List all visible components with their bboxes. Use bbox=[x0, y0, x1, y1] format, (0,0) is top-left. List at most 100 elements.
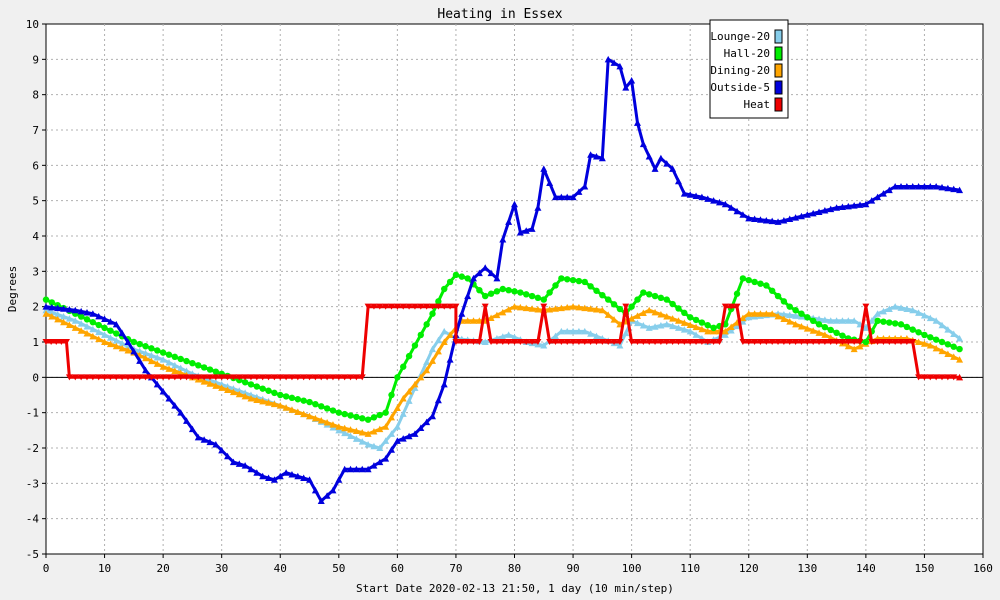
data-point bbox=[62, 339, 70, 345]
data-point bbox=[792, 320, 800, 328]
data-point bbox=[241, 392, 249, 400]
data-point bbox=[797, 212, 805, 220]
data-point bbox=[674, 339, 682, 345]
data-point bbox=[153, 374, 161, 381]
data-point bbox=[440, 338, 448, 345]
data-point bbox=[745, 313, 753, 321]
data-point bbox=[610, 301, 618, 308]
data-point bbox=[347, 374, 355, 381]
data-point bbox=[727, 303, 735, 310]
data-point bbox=[915, 338, 923, 345]
data-point bbox=[95, 328, 103, 336]
data-point bbox=[704, 327, 712, 335]
data-point bbox=[522, 227, 530, 234]
data-point bbox=[721, 303, 729, 310]
data-point bbox=[229, 388, 237, 396]
data-point bbox=[470, 317, 478, 324]
data-point bbox=[645, 306, 653, 314]
data-point bbox=[838, 203, 846, 211]
x-tick-label: 80 bbox=[508, 562, 521, 575]
data-point bbox=[42, 296, 50, 303]
data-point bbox=[587, 330, 595, 337]
x-tick-label: 60 bbox=[391, 562, 404, 575]
data-point bbox=[147, 351, 155, 359]
data-point bbox=[294, 472, 302, 480]
data-point bbox=[885, 305, 893, 313]
data-point bbox=[897, 321, 905, 328]
data-point bbox=[417, 373, 425, 381]
data-point bbox=[575, 339, 583, 345]
data-point bbox=[675, 305, 682, 312]
x-tick-label: 20 bbox=[157, 562, 170, 575]
data-point bbox=[423, 366, 431, 374]
data-point bbox=[604, 55, 612, 63]
data-point bbox=[669, 322, 677, 330]
data-point bbox=[270, 374, 278, 381]
data-point bbox=[200, 378, 208, 385]
data-point bbox=[253, 469, 261, 476]
data-point bbox=[745, 276, 752, 284]
data-point bbox=[358, 438, 366, 445]
y-tick-label: 8 bbox=[32, 89, 39, 102]
data-point bbox=[417, 303, 425, 310]
data-point bbox=[370, 462, 378, 469]
x-tick-label: 130 bbox=[797, 562, 817, 575]
legend-swatch bbox=[774, 63, 783, 78]
x-tick-label: 40 bbox=[274, 562, 287, 575]
data-point bbox=[651, 165, 659, 172]
data-point bbox=[552, 282, 559, 289]
data-point bbox=[487, 290, 495, 297]
data-point bbox=[786, 311, 794, 319]
data-point bbox=[177, 364, 185, 372]
data-point bbox=[294, 408, 302, 415]
x-tick-label: 120 bbox=[739, 562, 759, 575]
data-point bbox=[546, 339, 554, 345]
data-point bbox=[423, 303, 431, 310]
data-point bbox=[411, 430, 419, 437]
data-point bbox=[557, 327, 565, 335]
data-point bbox=[323, 419, 331, 426]
data-point bbox=[575, 188, 583, 195]
data-point bbox=[107, 327, 114, 334]
data-point bbox=[411, 303, 419, 310]
data-point bbox=[358, 465, 366, 473]
data-point bbox=[177, 355, 184, 363]
series-dining-20 bbox=[42, 303, 964, 437]
data-point bbox=[897, 339, 905, 345]
data-point bbox=[306, 476, 314, 483]
data-point bbox=[364, 430, 372, 437]
data-point bbox=[686, 339, 694, 345]
data-point bbox=[400, 363, 407, 370]
y-tick-label: -2 bbox=[26, 442, 39, 455]
data-point bbox=[282, 374, 290, 381]
data-point bbox=[645, 324, 653, 331]
data-point bbox=[130, 338, 138, 346]
data-point bbox=[382, 409, 389, 416]
data-point bbox=[124, 338, 132, 345]
data-point bbox=[65, 305, 73, 313]
data-point bbox=[71, 317, 79, 324]
x-tick-label: 70 bbox=[449, 562, 462, 575]
data-point bbox=[733, 303, 741, 310]
data-point bbox=[569, 276, 577, 284]
data-point bbox=[130, 374, 138, 381]
data-point bbox=[844, 202, 852, 210]
data-point bbox=[106, 374, 114, 381]
data-point bbox=[159, 363, 167, 370]
data-point bbox=[247, 395, 255, 402]
data-point bbox=[833, 339, 841, 345]
data-point bbox=[446, 331, 454, 338]
data-point bbox=[886, 319, 893, 326]
data-point bbox=[715, 339, 723, 345]
data-point bbox=[159, 349, 167, 356]
data-point bbox=[674, 317, 682, 324]
data-point bbox=[376, 458, 384, 466]
data-point bbox=[329, 486, 337, 494]
data-point bbox=[417, 424, 425, 431]
data-point bbox=[756, 216, 764, 223]
data-point bbox=[323, 405, 331, 412]
data-point bbox=[792, 307, 799, 314]
data-point bbox=[528, 292, 536, 300]
data-point bbox=[118, 339, 126, 347]
data-point bbox=[464, 292, 472, 300]
